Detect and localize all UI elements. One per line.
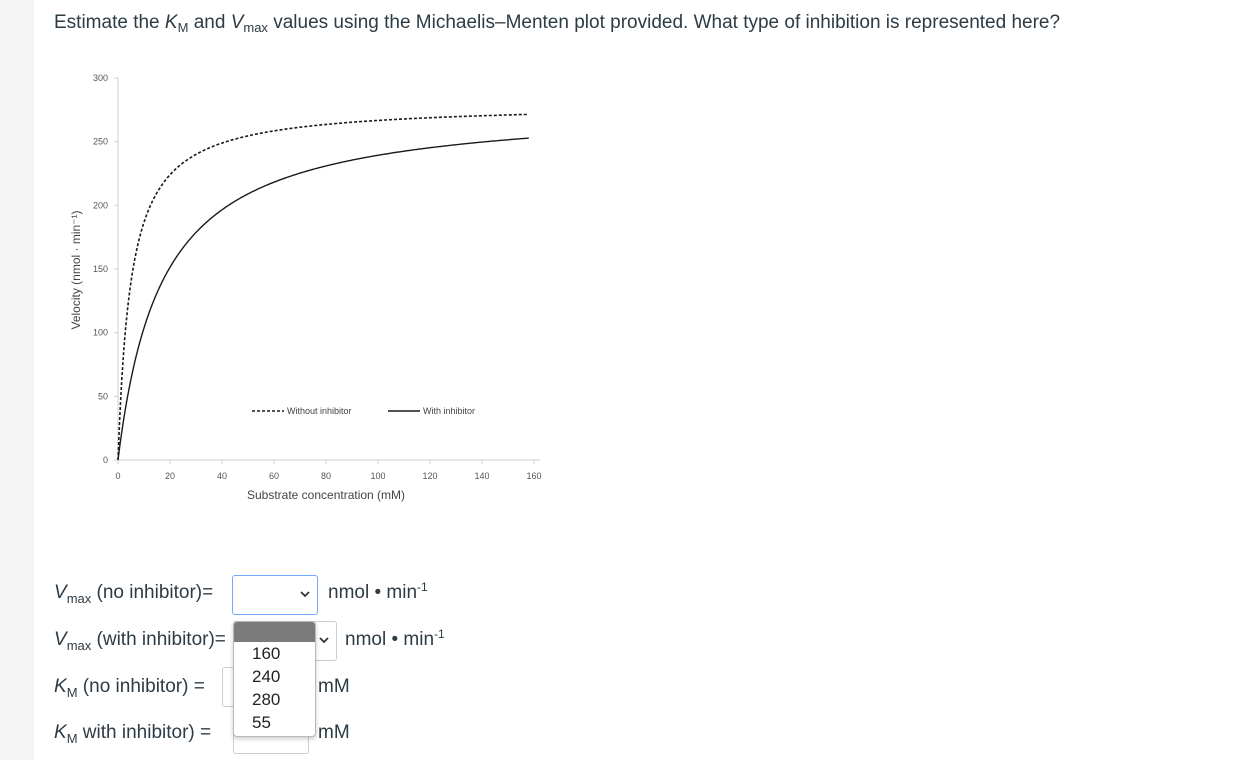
legend-label: Without inhibitor [287, 406, 352, 416]
vmax-with-inhibitor-label: Vmax (with inhibitor)= [54, 629, 226, 653]
dropdown-options-list[interactable]: 160 240 280 55 [233, 621, 316, 737]
y-tick-label: 250 [93, 137, 108, 147]
x-tick-label: 40 [217, 471, 227, 481]
vmax-no-inhibitor-select[interactable] [232, 575, 318, 615]
question-text: Estimate the KM and Vmax values using th… [54, 12, 1061, 35]
left-margin-bar [0, 0, 34, 760]
x-tick-label: 80 [321, 471, 331, 481]
x-tick-label: 120 [422, 471, 437, 481]
chevron-down-icon [299, 588, 311, 600]
dropdown-option-160[interactable]: 160 [252, 644, 281, 663]
km-no-inhibitor-unit: mM [318, 676, 350, 697]
km-with-inhibitor-unit: mM [318, 722, 350, 743]
chart-curves [117, 113, 529, 461]
y-tick-labels: 0 50 100 150 200 250 300 [93, 73, 108, 465]
y-tick-label: 100 [93, 328, 108, 338]
y-tick-label: 150 [93, 264, 108, 274]
michaelis-menten-chart: 0 50 100 150 200 250 300 0 20 40 60 80 100 120 140 160… [69, 73, 542, 502]
vmax-no-inhibitor-label: Vmax (no inhibitor)= [54, 582, 214, 606]
y-tick-label: 200 [93, 200, 108, 210]
chart-legend: Without inhibitor With inhibitor [252, 406, 475, 416]
chevron-down-icon [318, 634, 330, 646]
dropdown-option-280[interactable]: 280 [252, 690, 281, 709]
vmax-with-inhibitor-unit: nmol • min-1 [345, 627, 445, 650]
y-tick-label: 300 [93, 73, 108, 83]
x-tick-label: 100 [370, 471, 385, 481]
x-tick-label: 0 [115, 471, 120, 481]
curve-with-inhibitor [117, 137, 529, 461]
vmax-no-inhibitor-unit: nmol • min-1 [328, 580, 428, 603]
y-tick-label: 0 [103, 455, 108, 465]
x-tick-labels: 0 20 40 60 80 100 120 140 160 [115, 471, 541, 481]
y-tick-label: 50 [98, 391, 108, 401]
chart-axes [114, 77, 540, 464]
x-tick-label: 140 [474, 471, 489, 481]
km-no-inhibitor-label: KM (no inhibitor) = [54, 676, 205, 700]
dropdown-option-240[interactable]: 240 [252, 667, 281, 686]
x-tick-label: 160 [526, 471, 541, 481]
km-with-inhibitor-label: KM with inhibitor) = [54, 722, 212, 746]
x-tick-label: 20 [165, 471, 175, 481]
curve-without-inhibitor [117, 113, 529, 461]
y-axis-label: Velocity (nmol · min⁻¹) [69, 210, 83, 329]
legend-label: With inhibitor [423, 406, 475, 416]
x-axis-label: Substrate concentration (mM) [247, 488, 405, 502]
dropdown-selected-placeholder[interactable] [234, 622, 315, 642]
x-tick-label: 60 [269, 471, 279, 481]
dropdown-option-55[interactable]: 55 [252, 713, 271, 732]
